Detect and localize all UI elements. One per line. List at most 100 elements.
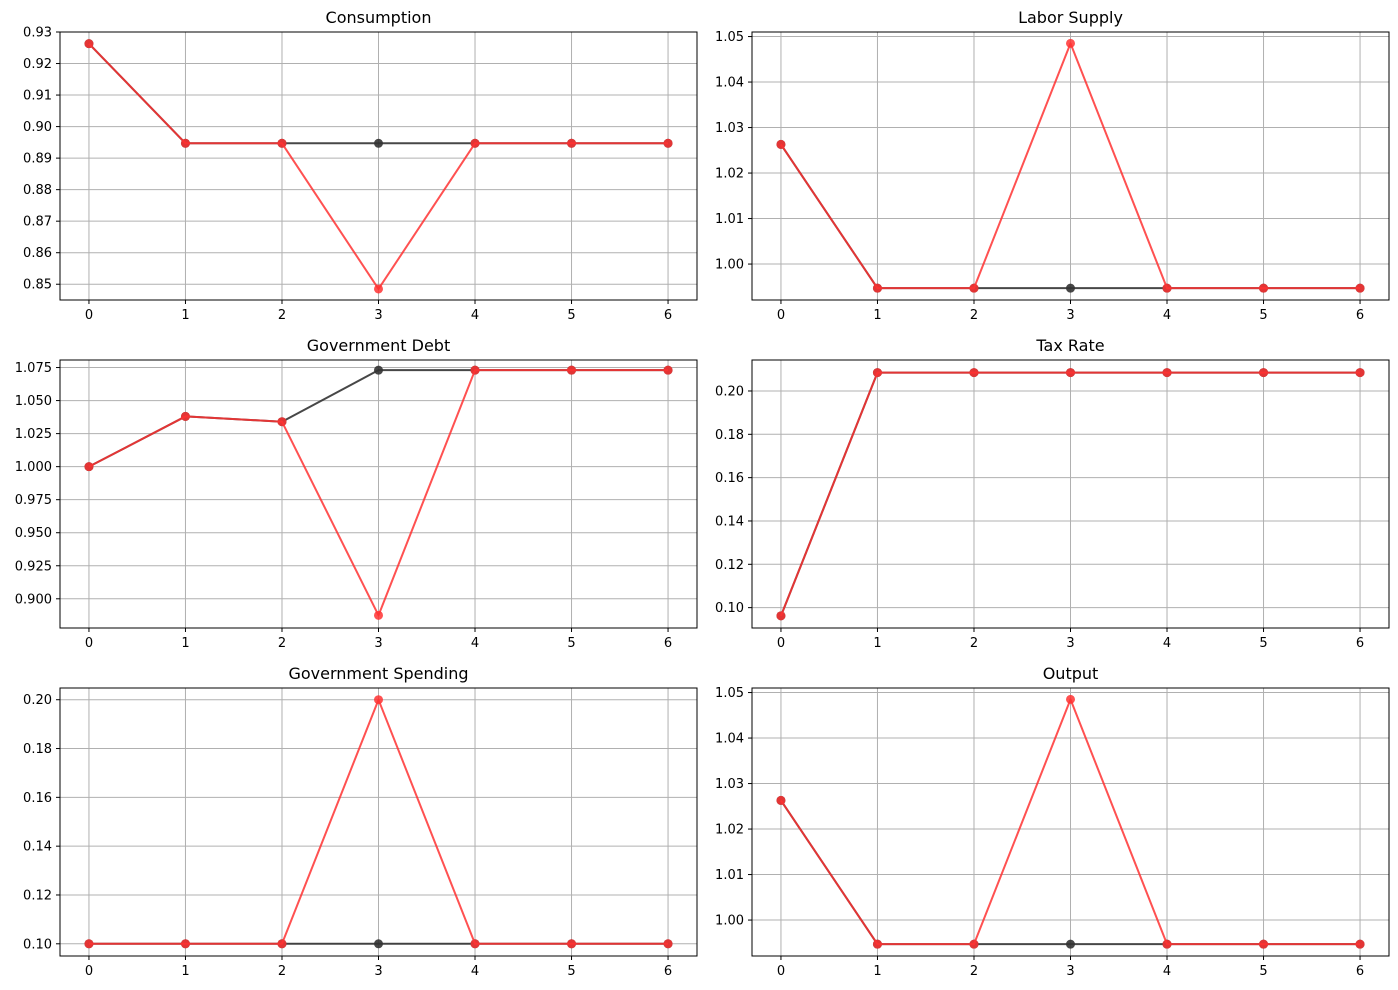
shock-data-point [1355,368,1365,378]
x-tick-label: 1 [873,636,881,651]
y-tick-label: 1.03 [715,777,744,792]
axes-frame [59,359,698,629]
x-tick-label: 5 [567,636,575,651]
y-tick-label: 0.93 [23,26,52,41]
shock-data-point [1066,368,1075,378]
x-tick-label: 4 [471,964,479,979]
y-tick-label: 1.05 [715,30,744,45]
y-tick-label: 1.025 [15,427,52,442]
x-tick-label: 1 [181,636,189,651]
x-tick-label: 4 [471,308,479,323]
x-tick-label: 3 [1066,308,1074,323]
chart-panel: 0 1 2 3 4 5 6 1.00 1.01 1.02 1.03 1.04 1.05 Labor Sup… [715,8,1390,323]
shock-data-point [872,939,882,949]
x-tick-label: 0 [85,308,93,323]
shock-data-point [663,138,673,148]
shock-data-point [969,368,979,378]
y-tick-label: 1.00 [715,258,744,273]
shock-data-point [374,610,383,620]
y-tick-label: 1.02 [715,167,744,182]
chart-panel: 0 1 2 3 4 5 6 0.85 0.86 0.87 0.88 0.89 0.90 0.91 0.92 0… [23,8,698,323]
x-tick-label: 0 [777,964,785,979]
x-tick-label: 5 [1259,636,1267,651]
x-tick-label: 1 [181,964,189,979]
y-tick-label: 0.950 [15,526,52,541]
y-tick-label: 0.900 [15,592,52,607]
chart-title: Tax Rate [1035,336,1104,355]
axes-frame [751,359,1390,629]
shock-data-point [277,417,287,427]
x-tick-label: 5 [1259,964,1267,979]
x-tick-label: 0 [777,636,785,651]
x-tick-label: 5 [567,964,575,979]
y-tick-label: 0.88 [23,183,52,198]
chart-panel: 0 1 2 3 4 5 6 0.900 0.925 0.950 0.975 1.000 1.025 1.0… [15,336,698,651]
x-tick-label: 4 [1163,636,1171,651]
x-tick-label: 2 [970,636,978,651]
chart-title: Labor Supply [1018,8,1123,27]
y-tick-label: 0.86 [23,246,52,261]
y-tick-label: 0.87 [23,215,52,230]
x-tick-label: 2 [278,964,286,979]
shock-data-point [1066,694,1075,704]
x-tick-label: 1 [873,964,881,979]
shock-data-point [470,138,480,148]
y-tick-label: 0.18 [23,742,52,757]
y-tick-label: 1.01 [715,212,744,227]
baseline-data-point [374,939,383,949]
chart-panel: 0 1 2 3 4 5 6 0.10 0.12 0.14 0.16 0.18 0.20 Tax Rate [715,336,1390,651]
shock-data-point [776,795,786,805]
x-tick-label: 6 [1356,964,1364,979]
x-tick-label: 4 [1163,964,1171,979]
shock-data-point [663,939,673,949]
x-tick-label: 6 [664,964,672,979]
shock-data-point [84,39,94,49]
shock-data-point [1259,368,1269,378]
x-tick-label: 5 [567,308,575,323]
y-tick-label: 0.975 [15,493,52,508]
shock-data-point [776,611,786,621]
y-tick-label: 0.16 [23,791,52,806]
y-tick-label: 0.20 [23,693,52,708]
shock-data-point [180,939,190,949]
x-tick-label: 3 [374,308,382,323]
shock-data-point [663,365,673,375]
x-tick-label: 6 [664,636,672,651]
shock-data-point [1162,283,1172,293]
y-tick-label: 1.000 [15,460,52,475]
y-tick-label: 0.90 [23,120,52,135]
y-tick-label: 0.14 [715,514,744,529]
shock-data-point [1355,939,1365,949]
baseline-data-point [374,138,383,148]
x-tick-label: 6 [1356,636,1364,651]
y-tick-label: 0.91 [23,89,52,104]
y-tick-label: 0.14 [23,840,52,855]
shock-data-point [1162,939,1172,949]
shock-data-point [1355,283,1365,293]
shock-data-point [567,365,577,375]
shock-data-point [470,939,480,949]
x-tick-label: 2 [970,308,978,323]
x-tick-label: 0 [85,964,93,979]
baseline-data-point [1066,939,1075,949]
shock-data-point [1259,939,1269,949]
shock-data-point [1162,368,1172,378]
x-tick-label: 6 [664,308,672,323]
y-tick-label: 1.05 [715,686,744,701]
y-tick-label: 0.85 [23,278,52,293]
y-tick-label: 0.12 [23,888,52,903]
chart-title: Consumption [326,8,432,27]
x-tick-label: 3 [374,636,382,651]
baseline-data-point [1066,283,1075,293]
shock-data-point [277,138,287,148]
chart-panel: 0 1 2 3 4 5 6 1.00 1.01 1.02 1.03 1.04 1.05 Output [715,664,1390,979]
x-tick-label: 3 [374,964,382,979]
x-tick-label: 6 [1356,308,1364,323]
x-tick-label: 4 [1163,308,1171,323]
y-tick-label: 0.20 [715,384,744,399]
shock-data-point [1066,38,1075,48]
y-tick-label: 0.10 [23,937,52,952]
chart-title: Output [1043,664,1099,683]
y-tick-label: 1.03 [715,121,744,136]
